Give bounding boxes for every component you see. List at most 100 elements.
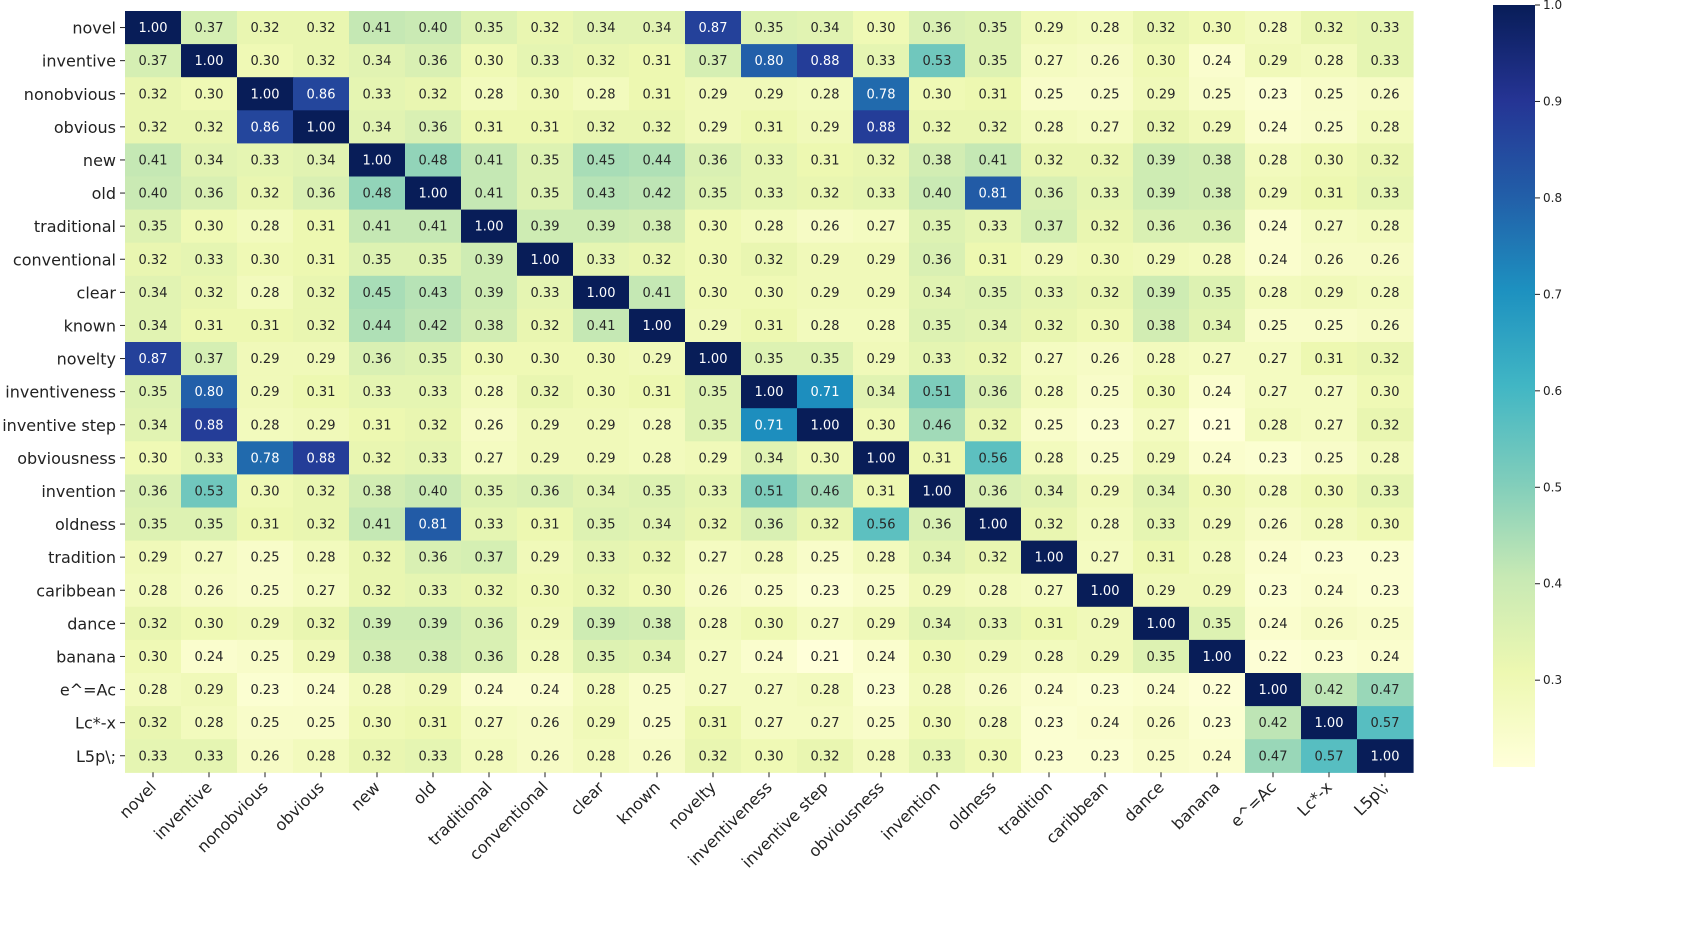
- heatmap-cell: [293, 639, 350, 674]
- heatmap-cell: [965, 143, 1022, 178]
- y-tick-label: nonobvious: [24, 85, 116, 104]
- heatmap-cell: [461, 143, 518, 178]
- cell-value-label: 0.30: [867, 418, 896, 433]
- cell-value-label: 0.45: [363, 286, 392, 301]
- cell-value-label: 0.30: [867, 21, 896, 36]
- cell-value-label: 0.28: [251, 220, 280, 235]
- heatmap-cell: [685, 474, 742, 509]
- heatmap-cell: [181, 375, 238, 409]
- heatmap-cell: [125, 11, 182, 45]
- heatmap-cell: [853, 739, 910, 773]
- cell-value-label: 1.00: [1315, 716, 1344, 731]
- cell-value-label: 0.23: [251, 683, 280, 698]
- cell-value-label: 0.29: [1259, 54, 1288, 69]
- cell-value-label: 0.35: [531, 153, 560, 168]
- cell-value-label: 0.33: [1371, 54, 1400, 69]
- colorbar-tick-label: 0.9: [1543, 94, 1562, 108]
- cell-value-label: 0.28: [979, 584, 1008, 599]
- heatmap-cell: [1077, 408, 1134, 442]
- cell-value-label: 0.48: [363, 187, 392, 202]
- heatmap-cell: [349, 540, 406, 575]
- cell-value-label: 0.35: [755, 21, 784, 36]
- heatmap-cell: [797, 375, 854, 409]
- heatmap-cell: [1021, 474, 1078, 509]
- cell-value-label: 0.34: [755, 451, 784, 466]
- cell-value-label: 0.27: [699, 551, 728, 566]
- cell-value-label: 0.25: [251, 716, 280, 731]
- heatmap-cell: [1133, 441, 1190, 475]
- heatmap-cell: [1245, 441, 1302, 475]
- heatmap-cell: [1301, 209, 1358, 244]
- cell-value-label: 0.31: [419, 716, 448, 731]
- heatmap-cell: [573, 507, 630, 542]
- x-tick-label: known: [613, 778, 664, 829]
- heatmap-cell: [629, 441, 686, 475]
- y-tick-label: novelty: [57, 350, 116, 369]
- heatmap-cell: [629, 573, 686, 608]
- y-tick-label: banana: [56, 647, 116, 666]
- cell-value-label: 0.33: [531, 54, 560, 69]
- heatmap-cell: [1077, 242, 1134, 277]
- heatmap-cell: [125, 77, 182, 111]
- cell-value-label: 0.32: [979, 120, 1008, 135]
- heatmap-cell: [1245, 209, 1302, 244]
- heatmap-cell: [181, 507, 238, 542]
- cell-value-label: 1.00: [1091, 584, 1120, 599]
- cell-value-label: 0.28: [755, 551, 784, 566]
- heatmap-cell: [349, 176, 406, 211]
- x-tick-label: L5p\;: [1350, 778, 1392, 820]
- cell-value-label: 0.34: [643, 21, 672, 36]
- heatmap-cell: [1077, 606, 1134, 641]
- heatmap-cell: [1189, 44, 1246, 78]
- heatmap-cell: [1189, 11, 1246, 45]
- cell-value-label: 0.81: [419, 518, 448, 533]
- cell-value-label: 0.35: [1203, 286, 1232, 301]
- heatmap-cell: [1301, 441, 1358, 475]
- heatmap-cell: [1077, 77, 1134, 111]
- cell-value-label: 0.32: [363, 551, 392, 566]
- heatmap-cell: [237, 11, 294, 45]
- cell-value-label: 0.32: [475, 584, 504, 599]
- cell-value-label: 0.32: [419, 418, 448, 433]
- heatmap-cell: [1189, 573, 1246, 608]
- cell-value-label: 0.35: [979, 21, 1008, 36]
- heatmap-cell: [1133, 143, 1190, 178]
- cell-value-label: 0.36: [1147, 220, 1176, 235]
- heatmap-cell: [517, 110, 574, 144]
- heatmap-cell: [349, 77, 406, 111]
- heatmap-cell: [573, 11, 630, 45]
- heatmap-cell: [1301, 507, 1358, 542]
- cell-value-label: 0.26: [1147, 716, 1176, 731]
- heatmap-cell: [293, 408, 350, 442]
- heatmap-cell: [741, 375, 798, 409]
- cell-value-label: 0.39: [475, 286, 504, 301]
- heatmap-cell: [909, 639, 966, 674]
- cell-value-label: 0.30: [195, 87, 224, 102]
- cell-value-label: 0.26: [195, 584, 224, 599]
- heatmap-cell: [237, 143, 294, 178]
- cell-value-label: 0.29: [979, 650, 1008, 665]
- heatmap-cell: [181, 441, 238, 475]
- heatmap-cell: [629, 507, 686, 542]
- heatmap-cell: [349, 275, 406, 310]
- heatmap-cell: [629, 143, 686, 178]
- cell-value-label: 0.28: [587, 749, 616, 764]
- heatmap-cell: [853, 540, 910, 575]
- heatmap-cell: [797, 408, 854, 442]
- cell-value-label: 0.38: [419, 650, 448, 665]
- heatmap-cell: [965, 242, 1022, 277]
- cell-value-label: 0.31: [1035, 617, 1064, 632]
- cell-value-label: 1.00: [307, 120, 336, 135]
- cell-value-label: 0.28: [139, 584, 168, 599]
- cell-value-label: 0.27: [307, 584, 336, 599]
- cell-value-label: 0.32: [419, 87, 448, 102]
- heatmap-cell: [1301, 275, 1358, 310]
- cell-value-label: 0.38: [643, 220, 672, 235]
- y-tick-label: Lc*-x: [75, 714, 116, 733]
- cell-value-label: 0.31: [979, 87, 1008, 102]
- heatmap-cell: [1357, 474, 1414, 509]
- cell-value-label: 0.29: [587, 716, 616, 731]
- cell-value-label: 0.23: [1035, 749, 1064, 764]
- cell-value-label: 0.33: [979, 220, 1008, 235]
- cell-value-label: 0.31: [1147, 551, 1176, 566]
